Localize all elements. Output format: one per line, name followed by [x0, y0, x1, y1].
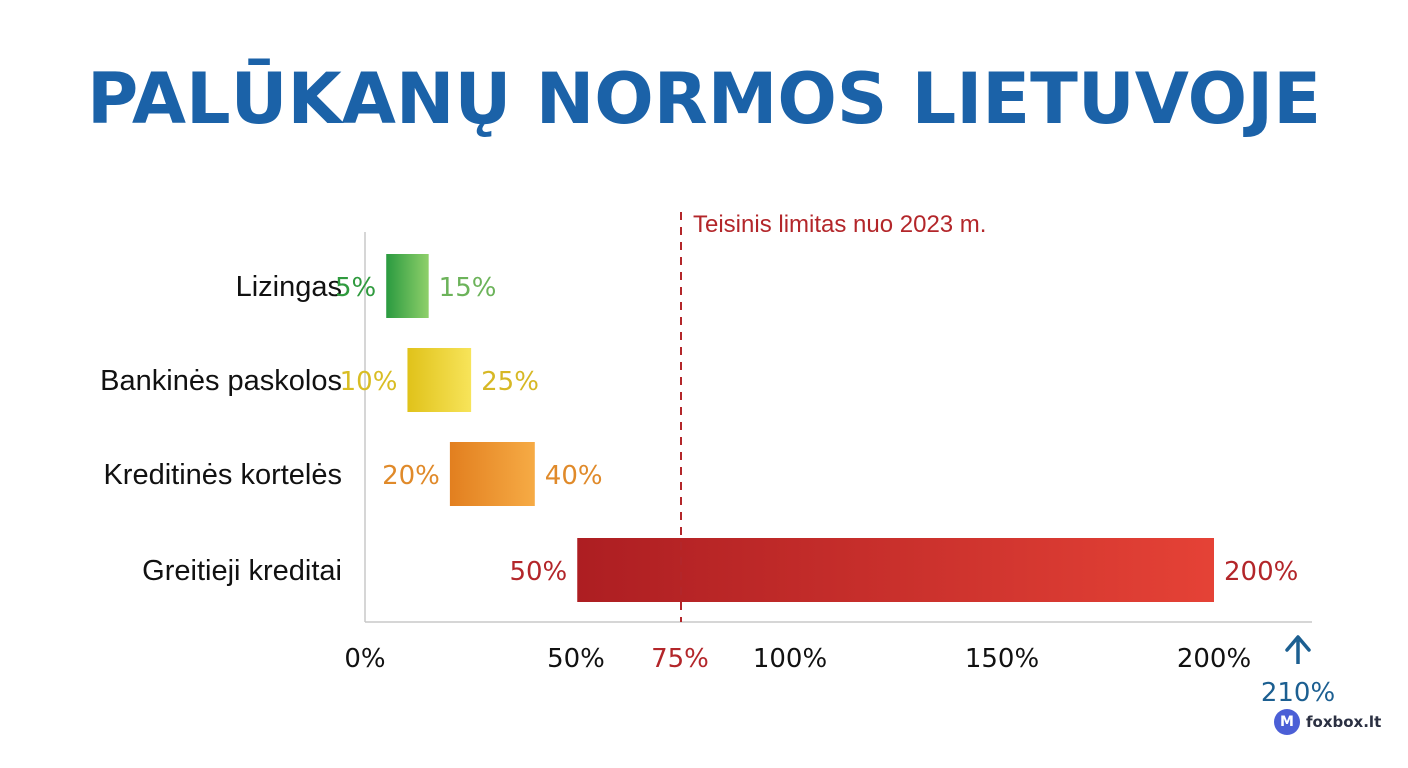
range-bar: [386, 254, 429, 318]
high-value-label: 15%: [439, 273, 497, 303]
category-label: Lizingas: [236, 271, 342, 303]
category-label: Greitieji kreditai: [142, 555, 342, 587]
brand-watermark: M foxbox.lt: [1274, 709, 1381, 735]
up-arrow-head-icon: [1285, 635, 1311, 652]
x-tick-label: 0%: [344, 644, 385, 674]
brand-name: foxbox.lt: [1306, 713, 1382, 731]
category-label: Kreditinės kortelės: [103, 459, 342, 491]
range-bar: [449, 442, 535, 506]
category-label: Bankinės paskolos: [100, 365, 342, 397]
brand-logo-icon: M: [1274, 709, 1300, 735]
x-tick-label: 150%: [965, 644, 1039, 674]
low-value-label: 5%: [335, 273, 376, 303]
high-value-label: 200%: [1224, 557, 1298, 587]
range-bar: [407, 348, 472, 412]
low-value-label: 20%: [382, 461, 440, 491]
x-tick-label: 200%: [1177, 644, 1251, 674]
x-tick-label: 50%: [547, 644, 605, 674]
low-value-label: 50%: [509, 557, 567, 587]
chart-title: PALŪKANŲ NORMOS LIETUVOJE: [86, 58, 1322, 140]
legal-limit-label: Teisinis limitas nuo 2023 m.: [693, 211, 986, 238]
axis-extension-label: 210%: [1261, 678, 1335, 708]
x-tick-label: 100%: [753, 644, 827, 674]
x-tick-label: 75%: [651, 644, 709, 674]
high-value-label: 25%: [481, 367, 539, 397]
range-bar: [577, 538, 1214, 602]
high-value-label: 40%: [545, 461, 603, 491]
low-value-label: 10%: [340, 367, 398, 397]
